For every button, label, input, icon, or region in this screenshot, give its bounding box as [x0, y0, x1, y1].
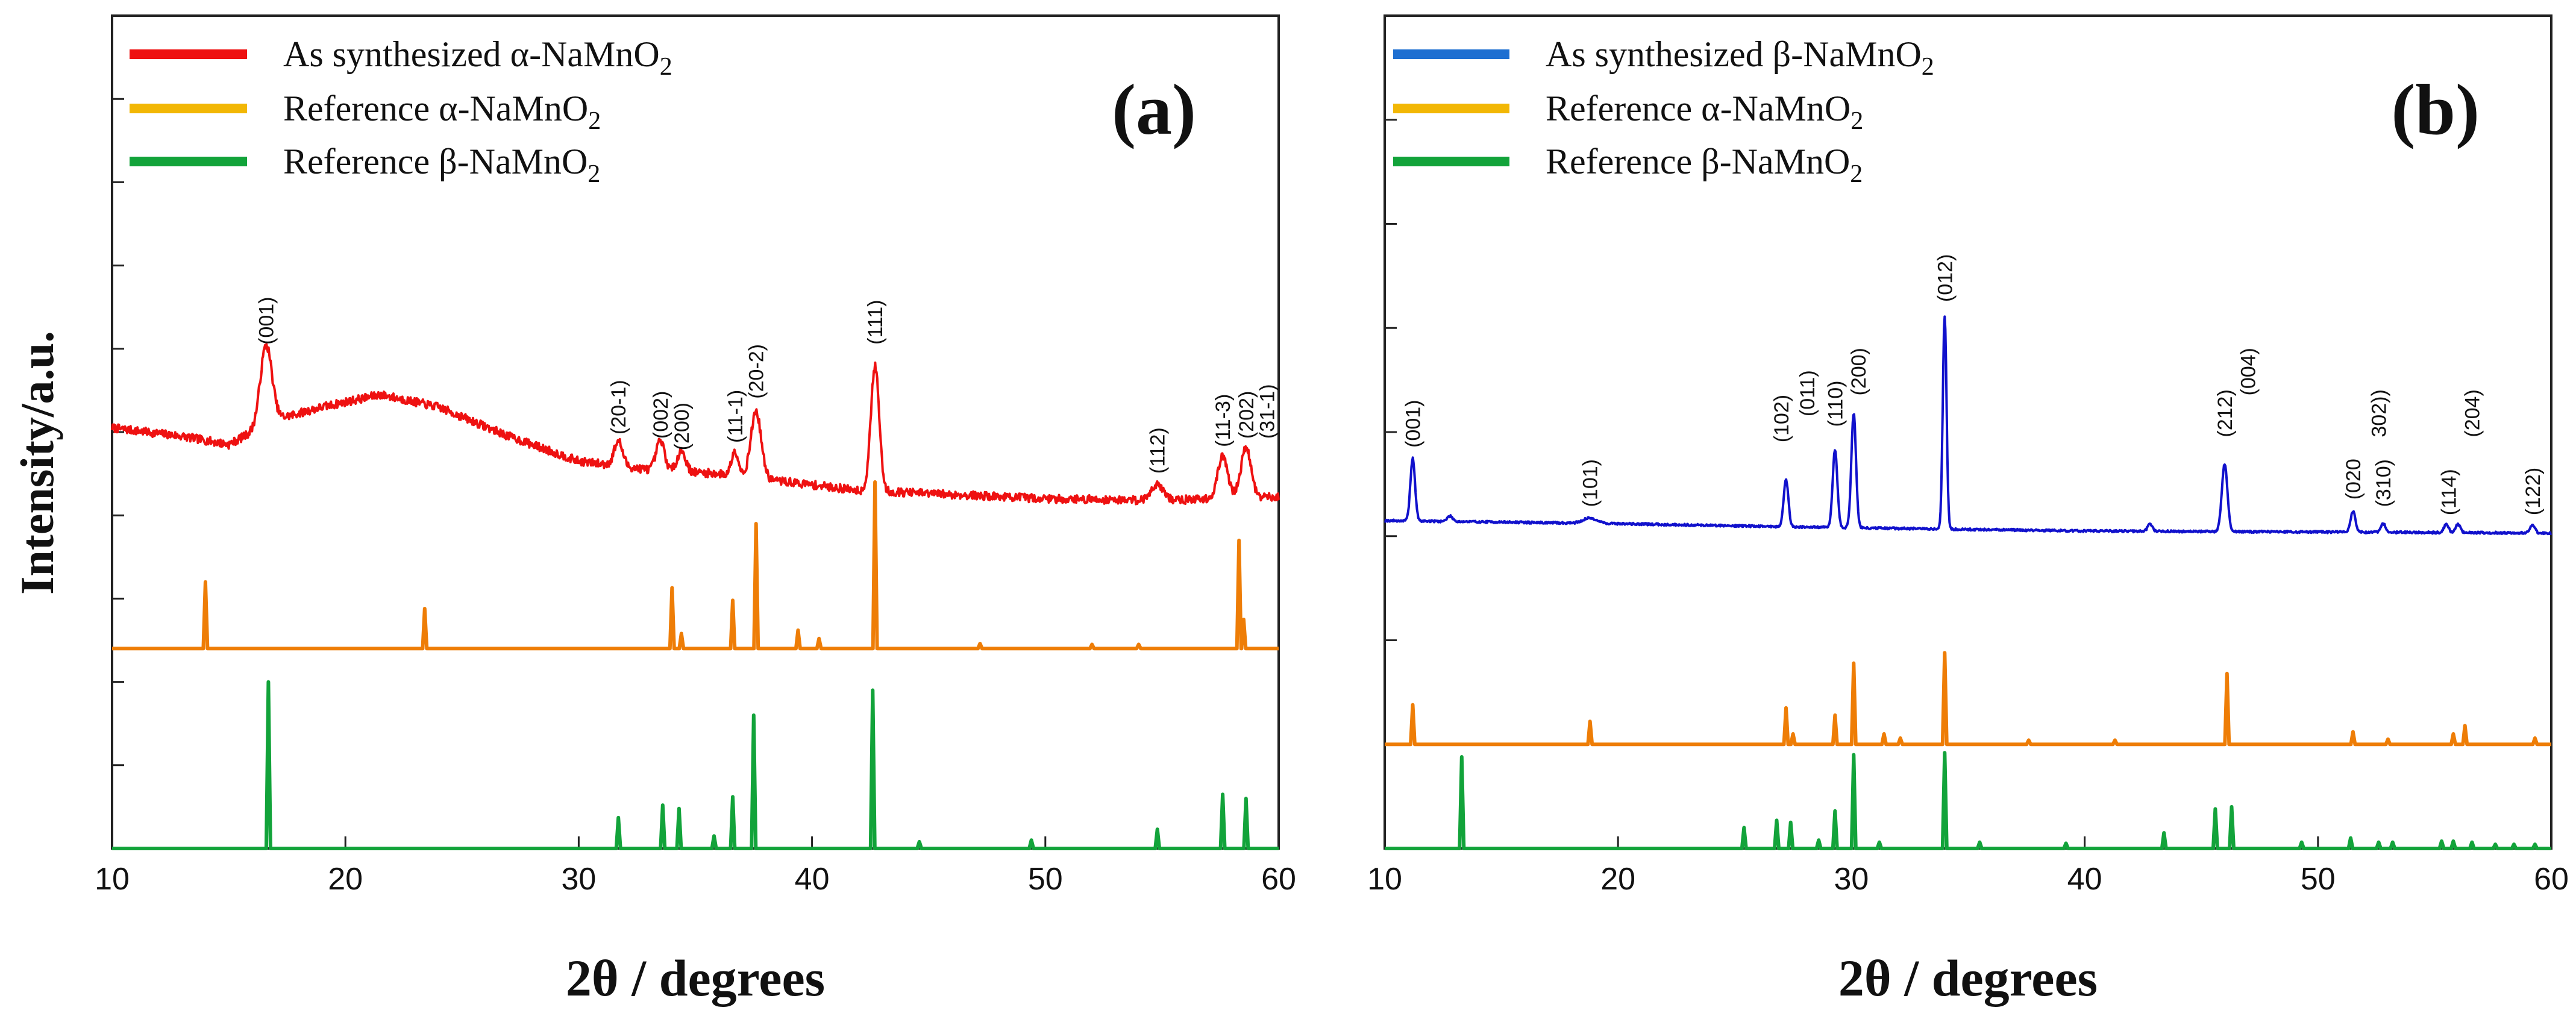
peak-annotation: (122) — [2522, 468, 2545, 515]
peak-annotation: (200) — [671, 403, 694, 450]
x-tick-label: 20 — [328, 862, 363, 897]
x-axis-title-b: 2θ / degrees — [1838, 949, 2098, 1007]
legend-a: As synthesized α-NaMnO2 Reference α-NaMnO… — [130, 34, 672, 188]
peak-annotation: (112) — [1147, 427, 1170, 474]
series-line — [1385, 751, 2551, 850]
legend-label: As synthesized α-NaMnO2 — [283, 34, 672, 81]
annotations-a: (001) (20-1) (002)(200) (11-1)(20-2) (111) (1… — [255, 297, 1279, 474]
x-tick-label: 60 — [1261, 862, 1296, 897]
peak-annotation: (111) — [864, 300, 887, 345]
peak-annotation: (102) — [1770, 395, 1793, 442]
peak-annotation: 302)) — [2368, 389, 2391, 437]
peak-annotation: (114) — [2438, 469, 2461, 515]
peak-annotation: (020 — [2342, 459, 2365, 500]
peak-annotation: (004) — [2237, 348, 2260, 395]
panel-label-b: (b) — [2391, 69, 2480, 149]
series-group-a — [111, 343, 1280, 850]
peak-annotation: (001) — [1402, 400, 1425, 448]
series-line — [112, 480, 1279, 651]
peak-annotation: (204) — [2461, 389, 2484, 437]
x-ticks-a: 10 20 30 40 50 60 — [95, 836, 1296, 897]
peak-annotation: (20-1) — [607, 380, 630, 434]
peak-annotation: (11-3) — [1212, 394, 1235, 447]
series-line — [112, 680, 1279, 850]
x-tick-label: 30 — [561, 862, 596, 897]
legend-label: Reference β-NaMnO2 — [283, 142, 600, 188]
peak-annotation: (002) — [650, 391, 672, 439]
x-tick-label: 50 — [2301, 862, 2336, 897]
legend-b: As synthesized β-NaMnO2 Reference α-NaMnO… — [1393, 34, 1934, 188]
x-ticks-b: 10 20 30 40 50 60 — [1367, 836, 2569, 897]
legend-label: Reference α-NaMnO2 — [283, 89, 601, 135]
peak-annotation: (110) — [1824, 381, 1847, 427]
legend-label: As synthesized β-NaMnO2 — [1546, 34, 1934, 81]
y-axis-title: Intensity/a.u. — [11, 331, 63, 595]
x-tick-label: 10 — [1367, 862, 1402, 897]
series-line — [1385, 651, 2551, 747]
panel-a: 10 20 30 40 50 60 (001) (20-1) (002)(200) (11-1)… — [95, 14, 1296, 1007]
peak-annotation: (202) — [1235, 391, 1258, 439]
x-tick-label: 30 — [1834, 862, 1869, 897]
x-tick-label: 20 — [1600, 862, 1635, 897]
series-group-b — [1384, 315, 2552, 850]
peak-annotation: (20-2) — [745, 344, 768, 399]
peak-annotation: (310) — [2372, 459, 2395, 507]
x-tick-label: 40 — [795, 862, 830, 897]
peak-annotation: (31-1) — [1256, 384, 1279, 439]
peak-annotation: (212) — [2214, 389, 2237, 437]
x-tick-label: 10 — [95, 862, 130, 897]
peak-annotation: (200) — [1847, 348, 1870, 395]
x-tick-label: 50 — [1028, 862, 1063, 897]
peak-annotation: (11-1) — [724, 390, 747, 443]
series-line — [111, 343, 1280, 506]
x-tick-label: 40 — [2067, 862, 2102, 897]
x-axis-title-a: 2θ / degrees — [566, 949, 825, 1007]
legend-label: Reference α-NaMnO2 — [1546, 89, 1863, 135]
legend-label: Reference β-NaMnO2 — [1546, 142, 1863, 188]
panel-b: 10 20 30 40 50 60 (001)(101)(102)(011) (110)(2… — [1367, 14, 2569, 1007]
peak-annotation: (012) — [1934, 254, 1957, 302]
panel-label-a: (a) — [1112, 69, 1196, 149]
x-tick-label: 60 — [2534, 862, 2569, 897]
peak-annotation: (001) — [255, 297, 278, 345]
peak-annotation: (101) — [1579, 459, 1602, 507]
series-line — [1384, 315, 2552, 536]
annotations-b: (001) (101) (102)(011) (110)(200) (012) (212)… — [1402, 254, 2545, 515]
peak-annotation: (011) — [1796, 370, 1819, 416]
